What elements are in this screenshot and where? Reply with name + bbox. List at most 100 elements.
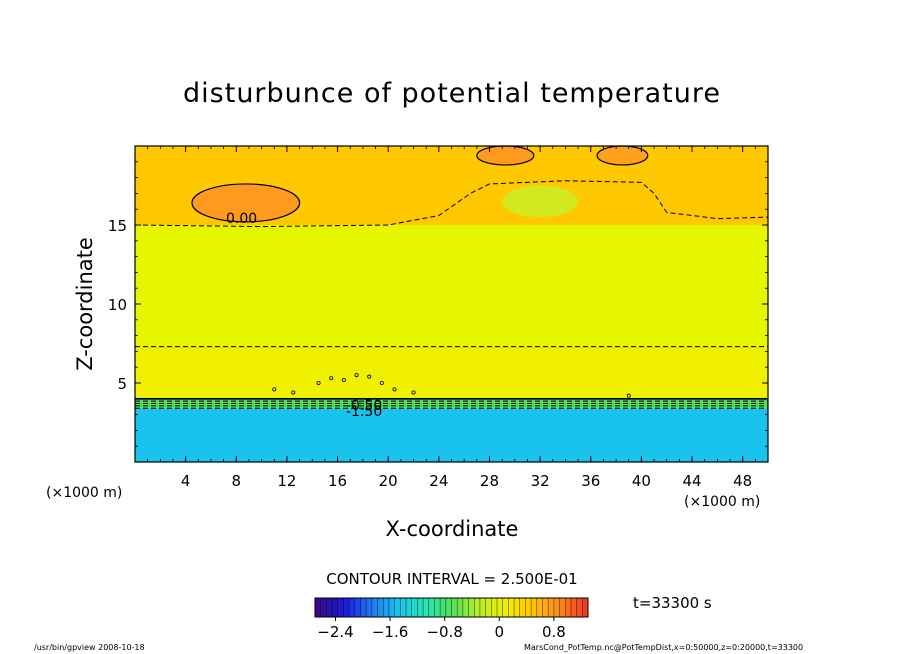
colorbar-segment	[542, 598, 549, 617]
colorbar-segment	[326, 598, 333, 617]
contour-label-minus-half: -0.50	[346, 398, 382, 414]
x-tick-label-11: 48	[733, 472, 752, 490]
colorbar-segment	[474, 598, 481, 617]
colorbar-segment	[508, 598, 515, 617]
colorbar-tick-label-1: −1.6	[372, 623, 408, 641]
y-tick-label-1: 10	[108, 296, 127, 314]
colorbar-segment	[417, 598, 424, 617]
x-axis-label: X-coordinate	[386, 517, 519, 541]
contour-speck-4	[367, 374, 372, 379]
colorbar	[314, 597, 589, 618]
contour-speck-0	[316, 380, 321, 385]
contour-speck-9	[291, 390, 296, 395]
band-2	[135, 346, 768, 399]
colorbar-segment	[519, 598, 526, 617]
footer-left: /usr/bin/gpview 2008-10-18	[34, 643, 145, 652]
colorbar-segment	[462, 598, 470, 617]
colorbar-segment	[457, 598, 464, 617]
contour-speck-5	[379, 380, 384, 385]
contour-lines	[134, 180, 769, 409]
contour-speck-3	[354, 373, 359, 378]
colorbar-segment	[582, 598, 589, 617]
warm-regions	[191, 145, 649, 223]
y-axis-label: Z-coordinate	[73, 237, 97, 371]
colorbar-segment	[565, 598, 572, 617]
colorbar-segment	[491, 598, 498, 617]
colorbar-segment	[377, 598, 384, 617]
colorbar-tick-label-3: 0	[495, 623, 505, 641]
contour-speck-8	[272, 387, 277, 392]
colorbar-segment	[383, 598, 390, 617]
x-tick-label-3: 16	[328, 472, 347, 490]
chart-title: disturbunce of potential temperature	[183, 78, 721, 109]
x-unit-left: (×1000 m)	[46, 485, 122, 501]
contour-speck-6	[392, 387, 397, 392]
contour-label-minus-one-half: -1.50	[346, 404, 382, 420]
colorbar-segment	[570, 598, 578, 617]
colorbar-segment	[315, 598, 322, 617]
colorbar-ticks: −2.4 −1.6 −0.8 0 0.8	[317, 617, 566, 641]
colorbar-segment	[479, 598, 487, 617]
colorbar-segment	[531, 598, 538, 617]
x-tick-label-1: 8	[232, 472, 242, 490]
colorbar-frame	[314, 597, 589, 618]
colorbar-tick-label-2: −0.8	[426, 623, 462, 641]
colorbar-segment	[366, 598, 373, 617]
cool-patch	[502, 185, 579, 218]
colorbar-segment	[497, 598, 504, 617]
band-3	[135, 225, 768, 347]
colorbar-segment	[451, 598, 458, 617]
contour-speck-10	[626, 393, 631, 398]
colorbar-segment	[468, 598, 475, 617]
contour-speck-7	[411, 390, 416, 395]
colorbar-segment	[337, 598, 344, 617]
colorbar-segment	[525, 598, 532, 617]
contour-speck-1	[329, 376, 334, 381]
x-tick-label-2: 12	[277, 472, 296, 490]
x-tick-label-7: 32	[531, 472, 550, 490]
colorbar-segment	[434, 598, 441, 617]
colorbar-segment	[445, 598, 452, 617]
time-label: t=33300 s	[633, 594, 712, 612]
colorbar-segment	[428, 598, 435, 617]
colorbar-segment	[354, 598, 361, 617]
colorbar-segment	[553, 598, 561, 617]
colorbar-segment	[576, 598, 583, 617]
colorbar-segment	[394, 598, 401, 617]
x-ticks: 4 8 12 16 20 24 28 32 36 40 44 48	[147, 146, 756, 490]
colorbar-segment	[548, 598, 555, 617]
x-tick-label-4: 20	[379, 472, 398, 490]
colorbar-segment	[371, 598, 379, 617]
colorbar-segment	[411, 598, 418, 617]
colorbar-segment	[343, 598, 350, 617]
x-tick-label-8: 36	[581, 472, 600, 490]
colorbar-segment	[332, 598, 339, 617]
colorbar-tick-label-4: 0.8	[542, 623, 566, 641]
y-tick-label-2: 15	[108, 217, 127, 235]
colorbar-segment	[559, 598, 566, 617]
x-tick-label-0: 4	[181, 472, 191, 490]
colorbar-tick-label-0: −2.4	[317, 623, 353, 641]
contour-upper	[134, 180, 769, 228]
colorbar-segment	[485, 598, 492, 617]
warm-blob-1	[476, 145, 535, 166]
contour-interval: CONTOUR INTERVAL = 2.500E-01	[326, 570, 577, 588]
contour-speck-2	[341, 377, 346, 382]
y-ticks: 5 10 15	[108, 161, 768, 447]
contour-label-zero: 0.00	[226, 211, 257, 227]
band-0	[135, 408, 768, 462]
colorbar-segment	[423, 598, 430, 617]
x-tick-label-5: 24	[429, 472, 448, 490]
colorbar-segment	[388, 598, 396, 617]
x-tick-label-6: 28	[480, 472, 499, 490]
colorbar-segment	[514, 598, 521, 617]
colorbar-segment	[406, 598, 413, 617]
colorbar-segment	[400, 598, 407, 617]
footer-right: MarsCond_PotTemp.nc@PotTempDist,x=0:5000…	[524, 643, 803, 652]
x-unit-right: (×1000 m)	[684, 494, 760, 510]
colorbar-segment	[349, 598, 356, 617]
colorbar-segment	[360, 598, 367, 617]
warm-blob-0	[191, 183, 301, 223]
